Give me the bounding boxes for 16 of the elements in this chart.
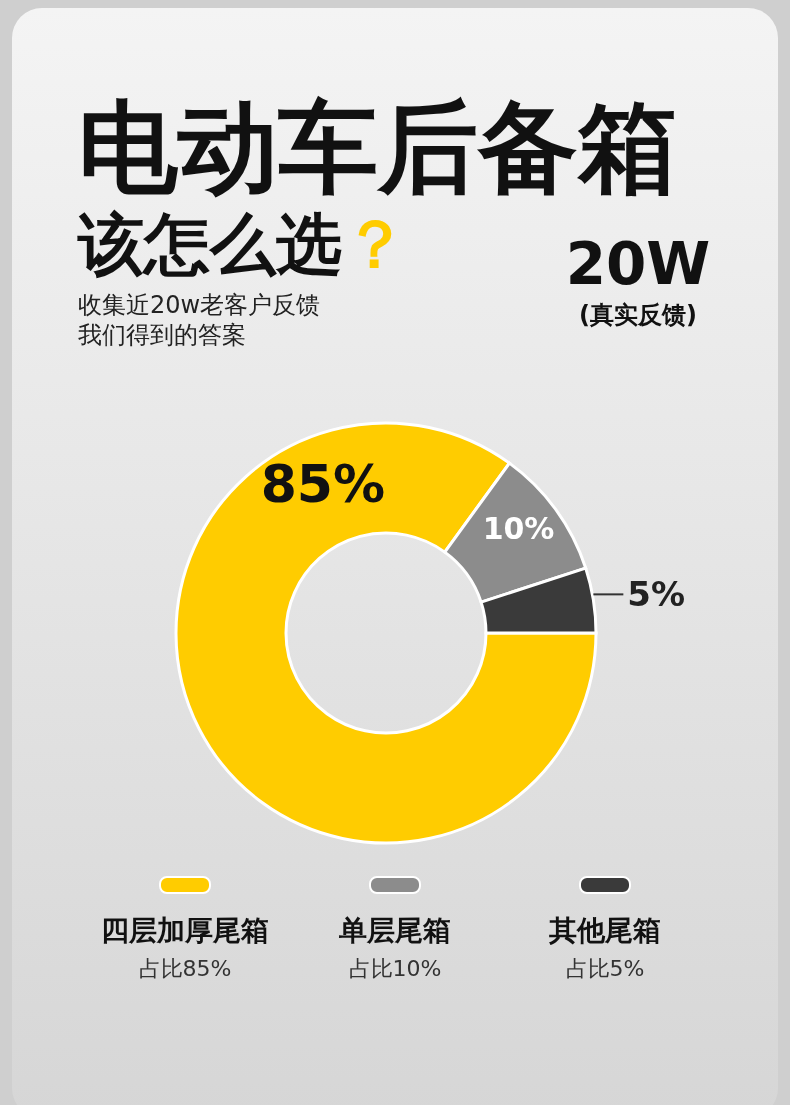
donut-slice	[174, 421, 598, 845]
text: 收集近20w老客户反馈	[78, 290, 321, 320]
legend-label: 单层尾箱	[339, 913, 451, 949]
data-label: 85%	[260, 454, 386, 515]
chart-title: 电动车后备箱	[78, 88, 678, 208]
legend-label: 四层加厚尾箱	[101, 913, 269, 949]
text: 20W	[564, 230, 712, 298]
legend-label: 其他尾箱	[549, 913, 661, 949]
text: 占比10%	[348, 955, 442, 983]
text: (真实反馈)	[578, 300, 698, 330]
text: 占比5%	[565, 955, 645, 983]
text: 占比85%	[138, 955, 232, 983]
text: 我们得到的答案	[78, 320, 247, 350]
chart-subtitle: 该怎么选？	[78, 206, 408, 283]
data-label: 10%	[482, 510, 555, 546]
data-label: 5%	[627, 574, 686, 615]
